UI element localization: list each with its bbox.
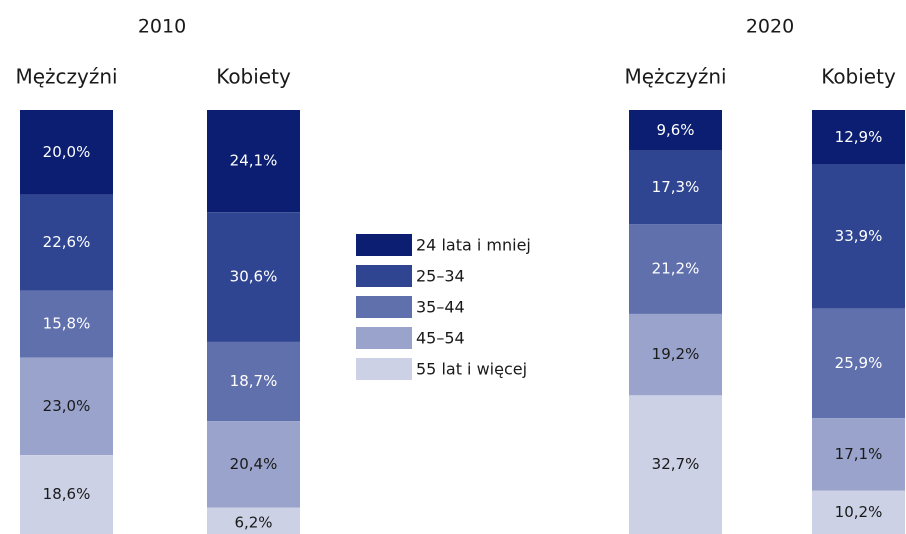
value-label: 23,0%	[43, 397, 91, 415]
value-label: 22,6%	[43, 233, 91, 251]
value-label: 18,6%	[43, 485, 91, 503]
legend-label: 45–54	[416, 329, 465, 348]
bar-segment	[812, 490, 905, 534]
category-label: Kobiety	[821, 65, 896, 89]
bar-segment	[629, 110, 722, 151]
bar-segment	[20, 290, 113, 358]
category-label: Mężczyźni	[15, 65, 117, 89]
value-label: 33,9%	[835, 227, 883, 245]
bar-segment	[812, 418, 905, 491]
value-label: 17,1%	[835, 445, 883, 463]
bar-segment	[629, 224, 722, 314]
legend-label: 55 lat i więcej	[416, 360, 527, 379]
value-label: 10,2%	[835, 503, 883, 521]
legend-swatch	[356, 327, 412, 349]
group-title: 2010	[138, 16, 186, 38]
value-label: 24,1%	[230, 152, 278, 170]
bar-segment	[629, 395, 722, 534]
legend-swatch	[356, 358, 412, 380]
value-label: 32,7%	[652, 455, 700, 473]
category-label: Mężczyźni	[624, 65, 726, 89]
value-label: 25,9%	[835, 354, 883, 372]
bar-segment	[629, 150, 722, 225]
bar-segment	[20, 455, 113, 534]
legend-swatch	[356, 296, 412, 318]
value-label: 20,4%	[230, 455, 278, 473]
legend-label: 35–44	[416, 298, 465, 317]
value-label: 12,9%	[835, 128, 883, 146]
bar-segment	[207, 212, 300, 342]
group-title: 2020	[746, 16, 794, 38]
legend-swatch	[356, 234, 412, 256]
bar-segment	[812, 164, 905, 309]
value-label: 15,8%	[43, 315, 91, 333]
category-label: Kobiety	[216, 65, 291, 89]
legend-swatch	[356, 265, 412, 287]
value-label: 18,7%	[230, 372, 278, 390]
value-label: 6,2%	[234, 513, 272, 531]
value-label: 21,2%	[652, 260, 700, 278]
value-label: 30,6%	[230, 268, 278, 286]
bar-segment	[20, 357, 113, 456]
value-label: 9,6%	[656, 121, 694, 139]
value-label: 20,0%	[43, 143, 91, 161]
legend-label: 24 lata i mniej	[416, 236, 531, 255]
bar-segment	[20, 110, 113, 195]
bar-segment	[20, 194, 113, 291]
legend-label: 25–34	[416, 267, 465, 286]
bar-segment	[207, 421, 300, 508]
bar-segment	[207, 507, 300, 534]
bar-segment	[207, 110, 300, 213]
bar-segment	[812, 308, 905, 419]
bar-segment	[207, 341, 300, 422]
value-label: 17,3%	[652, 178, 700, 196]
bar-segment	[812, 110, 905, 165]
bar-segment	[629, 313, 722, 396]
value-label: 19,2%	[652, 345, 700, 363]
